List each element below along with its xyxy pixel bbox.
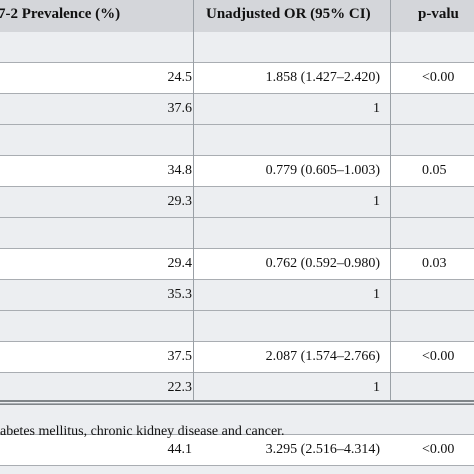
prevalence-cell xyxy=(0,32,192,62)
p-value-cell xyxy=(422,187,474,217)
prevalence-cell: 44.1 xyxy=(167,442,193,457)
column-divider xyxy=(390,0,391,402)
odds-ratio-cell: 2.087 (1.574–2.766) xyxy=(265,349,380,364)
column-divider xyxy=(193,0,194,402)
table-row: 24.5 1.858 (1.427–2.420) <0.00 xyxy=(0,63,474,94)
table-row: 37.6 1 xyxy=(0,94,474,125)
p-value-cell xyxy=(422,466,474,474)
table-row: 29.3 1 xyxy=(0,187,474,218)
table-row: 44.1 3.295 (2.516–4.314) <0.00 xyxy=(0,435,474,466)
odds-ratio-cell xyxy=(190,32,380,62)
prevalence-cell: 29.3 xyxy=(167,194,193,209)
odds-ratio-cell: 1 xyxy=(373,194,380,209)
header-p-value: p-valu xyxy=(418,6,459,22)
odds-ratio-cell xyxy=(190,311,380,341)
p-value-cell xyxy=(422,404,474,434)
odds-ratio-cell: 1 xyxy=(190,466,380,474)
p-value-cell xyxy=(422,311,474,341)
table-row: 35.3 1 xyxy=(0,280,474,311)
odds-ratio-cell: 0.779 (0.605–1.003) xyxy=(265,163,380,178)
p-value-cell xyxy=(422,280,474,310)
prevalence-cell: 24.5 xyxy=(167,70,193,85)
prevalence-cell: 22.3 xyxy=(167,380,193,395)
p-value-cell: 0.05 xyxy=(422,163,447,178)
table-row: 22.3 1 xyxy=(0,373,474,404)
p-value-cell: 0.03 xyxy=(422,256,447,271)
odds-ratio-cell xyxy=(190,218,380,248)
prevalence-cell: 29.4 xyxy=(167,256,193,271)
table-row: 34.8 0.779 (0.605–1.003) 0.05 xyxy=(0,156,474,187)
prevalence-cell xyxy=(0,311,192,341)
table-row: 19.31 xyxy=(0,466,474,474)
table-row: 29.4 0.762 (0.592–0.980) 0.03 xyxy=(0,249,474,280)
section-row xyxy=(0,125,474,156)
prevalence-cell: 35.3 xyxy=(167,287,193,302)
prevalence-cell: 37.6 xyxy=(167,101,193,116)
header-prevalence: 7-2 Prevalence (%) xyxy=(0,6,121,22)
odds-ratio-cell: 1.858 (1.427–2.420) xyxy=(265,70,380,85)
prevalence-cell: 37.5 xyxy=(167,349,193,364)
p-value-cell xyxy=(422,94,474,124)
p-value-cell: <0.00 xyxy=(422,70,455,85)
odds-ratio-cell: 1 xyxy=(373,287,380,302)
p-value-cell xyxy=(422,125,474,155)
p-value-cell xyxy=(422,32,474,62)
header-odds-ratio: Unadjusted OR (95% CI) xyxy=(206,6,371,22)
prevalence-cell xyxy=(0,218,192,248)
p-value-cell xyxy=(422,373,474,403)
odds-ratio-cell xyxy=(190,125,380,155)
section-row xyxy=(0,32,474,63)
odds-ratio-cell: 3.295 (2.516–4.314) xyxy=(265,442,380,457)
prevalence-cell xyxy=(0,125,192,155)
p-value-cell xyxy=(422,218,474,248)
p-value-cell: <0.00 xyxy=(422,442,455,457)
table-bottom-rule xyxy=(0,400,474,402)
p-value-cell: <0.00 xyxy=(422,349,455,364)
table-row: 37.5 2.087 (1.574–2.766) <0.00 xyxy=(0,342,474,373)
section-row xyxy=(0,404,474,435)
section-row xyxy=(0,218,474,249)
odds-ratio-cell: 0.762 (0.592–0.980) xyxy=(265,256,380,271)
table-header: 7-2 Prevalence (%) Unadjusted OR (95% CI… xyxy=(0,0,474,33)
prevalence-cell: 34.8 xyxy=(167,163,193,178)
table-footnote: abetes mellitus, chronic kidney disease … xyxy=(0,424,285,439)
odds-ratio-cell: 1 xyxy=(373,380,380,395)
section-row xyxy=(0,311,474,342)
table-bottom-rule-thin xyxy=(0,404,474,405)
odds-ratio-cell: 1 xyxy=(373,101,380,116)
prevalence-cell: 19.3 xyxy=(0,466,193,474)
